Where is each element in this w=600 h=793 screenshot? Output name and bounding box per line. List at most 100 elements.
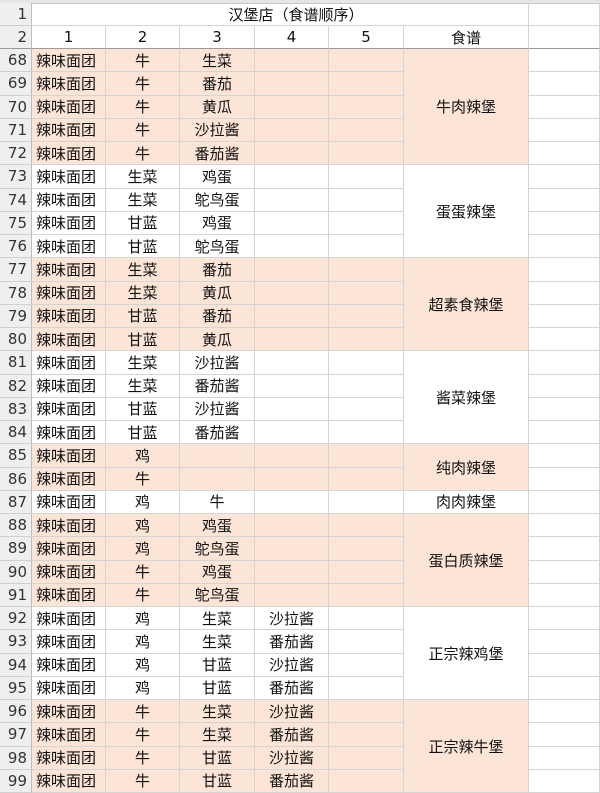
row-header[interactable]: 70	[0, 95, 32, 119]
data-cell[interactable]	[329, 560, 404, 584]
data-cell[interactable]: 牛	[106, 467, 180, 491]
empty-cell[interactable]	[529, 723, 600, 747]
data-cell[interactable]: 甘蓝	[180, 653, 255, 677]
data-cell[interactable]	[255, 211, 329, 235]
data-cell[interactable]: 生菜	[106, 351, 180, 375]
column-header-cell[interactable]: 5	[329, 26, 404, 49]
data-cell[interactable]: 沙拉酱	[255, 607, 329, 631]
data-cell[interactable]: 番茄酱	[255, 676, 329, 700]
empty-cell[interactable]	[529, 514, 600, 538]
data-cell[interactable]	[255, 49, 329, 73]
recipe-cell[interactable]: 蛋白质辣堡	[404, 514, 529, 607]
row-header[interactable]: 88	[0, 514, 32, 538]
row-header[interactable]: 75	[0, 211, 32, 235]
row-header[interactable]: 99	[0, 769, 32, 793]
data-cell[interactable]	[255, 142, 329, 166]
data-cell[interactable]	[329, 188, 404, 212]
data-cell[interactable]	[329, 118, 404, 142]
data-cell[interactable]	[329, 676, 404, 700]
empty-cell[interactable]	[529, 26, 600, 49]
data-cell[interactable]	[255, 514, 329, 538]
column-header-cell[interactable]: 3	[180, 26, 255, 49]
row-header[interactable]: 95	[0, 676, 32, 700]
row-header[interactable]: 87	[0, 490, 32, 514]
recipe-cell[interactable]: 牛肉辣堡	[404, 49, 529, 166]
row-header[interactable]: 90	[0, 560, 32, 584]
empty-cell[interactable]	[529, 95, 600, 119]
data-cell[interactable]: 辣味面团	[32, 467, 106, 491]
data-cell[interactable]: 牛	[106, 142, 180, 166]
data-cell[interactable]: 辣味面团	[32, 723, 106, 747]
row-header-1[interactable]: 1	[0, 3, 32, 26]
column-header-cell[interactable]: 1	[32, 26, 106, 49]
data-cell[interactable]	[329, 769, 404, 793]
empty-cell[interactable]	[529, 397, 600, 421]
data-cell[interactable]: 辣味面团	[32, 444, 106, 468]
data-cell[interactable]: 辣味面团	[32, 188, 106, 212]
data-cell[interactable]: 牛	[106, 746, 180, 770]
data-cell[interactable]: 辣味面团	[32, 235, 106, 259]
data-cell[interactable]	[255, 235, 329, 259]
data-cell[interactable]: 牛	[106, 560, 180, 584]
data-cell[interactable]: 生菜	[106, 281, 180, 305]
data-cell[interactable]: 鸵鸟蛋	[180, 188, 255, 212]
data-cell[interactable]: 牛	[106, 95, 180, 119]
empty-cell[interactable]	[529, 374, 600, 398]
data-cell[interactable]	[329, 723, 404, 747]
data-cell[interactable]: 番茄酱	[255, 769, 329, 793]
data-cell[interactable]: 甘蓝	[180, 746, 255, 770]
data-cell[interactable]: 黄瓜	[180, 95, 255, 119]
data-cell[interactable]: 牛	[106, 723, 180, 747]
data-cell[interactable]	[329, 72, 404, 96]
data-cell[interactable]	[329, 304, 404, 328]
data-cell[interactable]	[329, 607, 404, 631]
data-cell[interactable]	[180, 444, 255, 468]
empty-cell[interactable]	[529, 490, 600, 514]
row-header[interactable]: 68	[0, 49, 32, 73]
data-cell[interactable]	[329, 514, 404, 538]
data-cell[interactable]: 鸡	[106, 514, 180, 538]
row-header[interactable]: 89	[0, 537, 32, 561]
data-cell[interactable]: 辣味面团	[32, 560, 106, 584]
data-cell[interactable]: 番茄	[180, 304, 255, 328]
data-cell[interactable]: 辣味面团	[32, 258, 106, 282]
row-header[interactable]: 78	[0, 281, 32, 305]
data-cell[interactable]: 鸡蛋	[180, 211, 255, 235]
data-cell[interactable]: 辣味面团	[32, 118, 106, 142]
data-cell[interactable]	[255, 537, 329, 561]
empty-cell[interactable]	[529, 72, 600, 96]
row-header[interactable]: 83	[0, 397, 32, 421]
data-cell[interactable]: 辣味面团	[32, 211, 106, 235]
data-cell[interactable]: 甘蓝	[180, 769, 255, 793]
recipe-cell[interactable]: 正宗辣牛堡	[404, 700, 529, 793]
empty-cell[interactable]	[529, 3, 600, 26]
data-cell[interactable]	[329, 653, 404, 677]
empty-cell[interactable]	[529, 444, 600, 468]
data-cell[interactable]: 生菜	[106, 374, 180, 398]
row-header[interactable]: 82	[0, 374, 32, 398]
row-header[interactable]: 91	[0, 583, 32, 607]
empty-cell[interactable]	[529, 351, 600, 375]
data-cell[interactable]: 生菜	[180, 49, 255, 73]
data-cell[interactable]: 牛	[106, 769, 180, 793]
empty-cell[interactable]	[529, 281, 600, 305]
data-cell[interactable]	[329, 490, 404, 514]
data-cell[interactable]	[255, 118, 329, 142]
row-header[interactable]: 79	[0, 304, 32, 328]
data-cell[interactable]: 甘蓝	[106, 235, 180, 259]
data-cell[interactable]: 番茄酱	[255, 723, 329, 747]
empty-cell[interactable]	[529, 560, 600, 584]
data-cell[interactable]	[255, 583, 329, 607]
row-header[interactable]: 81	[0, 351, 32, 375]
data-cell[interactable]: 牛	[106, 583, 180, 607]
data-cell[interactable]	[255, 281, 329, 305]
data-cell[interactable]	[255, 258, 329, 282]
data-cell[interactable]	[255, 95, 329, 119]
empty-cell[interactable]	[529, 467, 600, 491]
data-cell[interactable]: 甘蓝	[106, 211, 180, 235]
data-cell[interactable]: 番茄酱	[180, 142, 255, 166]
data-cell[interactable]: 辣味面团	[32, 281, 106, 305]
data-cell[interactable]: 鸡蛋	[180, 165, 255, 189]
data-cell[interactable]: 辣味面团	[32, 374, 106, 398]
data-cell[interactable]: 黄瓜	[180, 281, 255, 305]
